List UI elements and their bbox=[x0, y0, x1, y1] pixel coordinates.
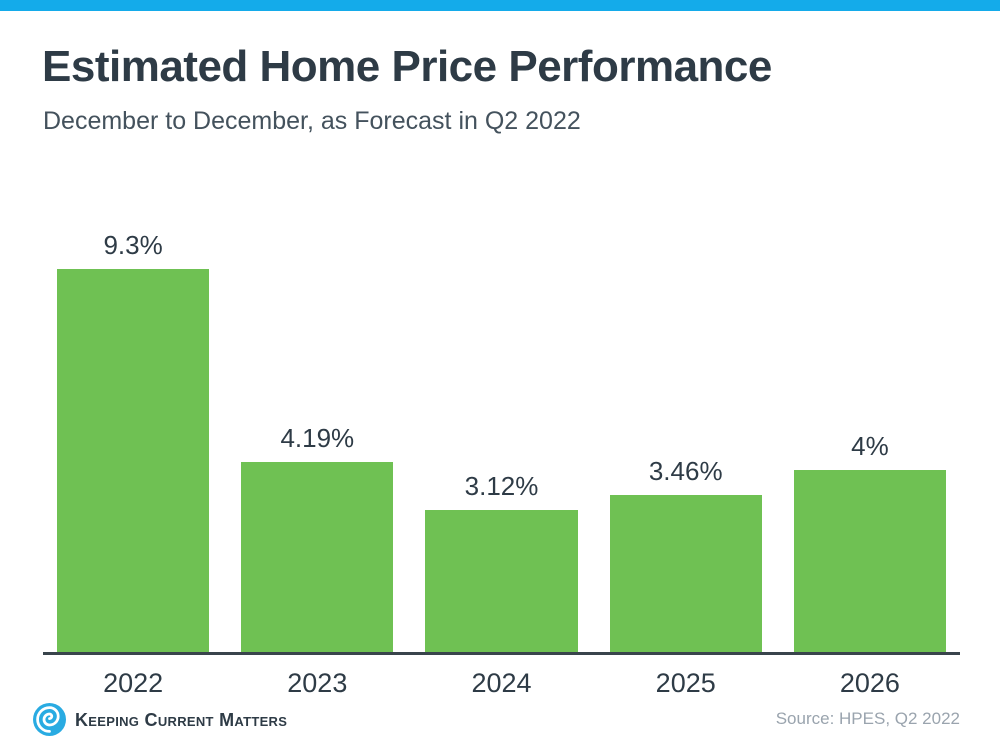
bars-area: 9.3% 4.19% 3.12% 3.46% 4% bbox=[43, 230, 960, 652]
bar-value-label: 9.3% bbox=[103, 229, 163, 260]
bar bbox=[57, 268, 210, 652]
bar-chart: 9.3% 4.19% 3.12% 3.46% 4% 2022 2023 2024 2025 20… bbox=[0, 230, 1000, 699]
kcm-swirl-icon bbox=[33, 702, 66, 736]
bar-value-label: 3.12% bbox=[464, 470, 539, 501]
footer: Keeping Current Matters Source: HPES, Q2… bbox=[33, 702, 960, 736]
kcm-logo: Keeping Current Matters bbox=[33, 702, 288, 736]
x-tick-label: 2024 bbox=[471, 667, 532, 698]
x-axis-line bbox=[43, 651, 960, 655]
bar-column: 3.12% bbox=[425, 230, 578, 652]
bar-column: 3.46% bbox=[609, 230, 762, 652]
source-note: Source: HPES, Q2 2022 bbox=[775, 709, 960, 729]
bar-column: 9.3% bbox=[57, 229, 210, 652]
bar-column: 4.19% bbox=[241, 230, 394, 652]
bar bbox=[793, 469, 947, 652]
accent-top-bar bbox=[0, 0, 1000, 11]
bar-column: 4% bbox=[793, 230, 947, 652]
x-tick-label: 2023 bbox=[287, 667, 348, 698]
bar bbox=[425, 509, 578, 652]
page-subtitle: December to December, as Forecast in Q2 … bbox=[43, 107, 581, 135]
x-tick-label: 2025 bbox=[655, 667, 716, 698]
bar bbox=[241, 461, 394, 652]
bar-value-label: 4.19% bbox=[280, 422, 355, 453]
x-tick-label: 2026 bbox=[839, 667, 900, 698]
x-tick-label: 2022 bbox=[103, 667, 164, 698]
bar-value-label: 3.46% bbox=[648, 455, 723, 486]
bar bbox=[609, 494, 762, 652]
page-title: Estimated Home Price Performance bbox=[42, 42, 772, 91]
x-axis-labels: 2022 2023 2024 2025 2026 bbox=[43, 668, 960, 699]
kcm-logo-text: Keeping Current Matters bbox=[75, 709, 288, 730]
bar-value-label: 4% bbox=[851, 430, 889, 461]
